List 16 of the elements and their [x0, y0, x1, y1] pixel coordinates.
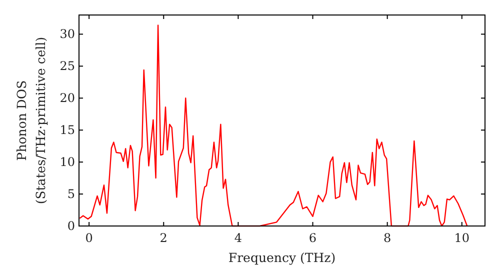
- line-series: [79, 24, 468, 227]
- x-axis-title: Frequency (THz): [228, 250, 336, 265]
- y-tick-label: 15: [60, 123, 75, 138]
- x-tick-label: 2: [160, 231, 168, 245]
- x-tick-label: 8: [384, 231, 392, 245]
- y-tick-label: 25: [60, 59, 75, 74]
- y-tick-label: 5: [67, 187, 75, 202]
- x-tick-label: 0: [85, 231, 93, 245]
- y-axis-title: Phonon DOS (States/THz·primitive cell): [14, 36, 48, 204]
- y-tick-label: 10: [60, 155, 75, 170]
- x-tick-label: 4: [234, 231, 242, 245]
- x-tick-label: 6: [308, 231, 317, 245]
- y-tick-label: 20: [60, 91, 75, 106]
- x-tick-label: 10: [454, 231, 470, 245]
- y-tick-label: 30: [60, 27, 75, 42]
- y-tick-label: 0: [67, 219, 75, 233]
